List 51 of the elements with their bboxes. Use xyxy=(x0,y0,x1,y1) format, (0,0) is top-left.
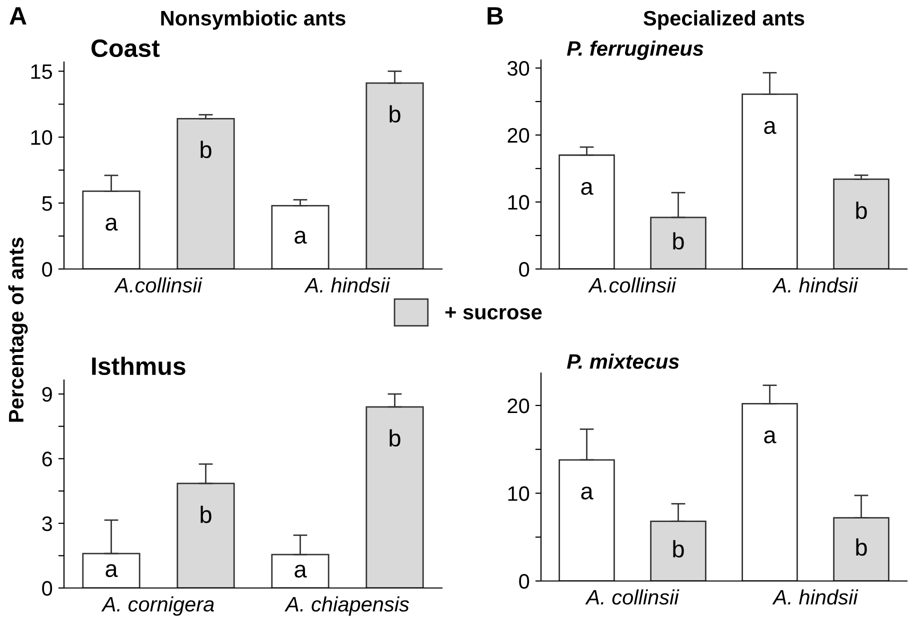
text: A xyxy=(10,7,26,24)
data-label: a xyxy=(581,182,594,195)
chart-title: P. ferrugineus xyxy=(566,40,704,60)
data-label: b xyxy=(673,540,684,558)
y-tick-label: 10 xyxy=(31,130,52,145)
data-label: a xyxy=(106,564,118,578)
x-tick-label: A.collinsii xyxy=(114,277,202,293)
y-tick-label: 0 xyxy=(42,581,52,596)
y-axis-title: Percentage of ants xyxy=(8,238,28,422)
data-label: b xyxy=(856,202,867,220)
data-label: a xyxy=(764,121,776,134)
y-tick-label: 0 xyxy=(519,574,530,589)
x-tick-label: A.collinsii xyxy=(588,277,676,293)
text: B xyxy=(488,7,503,24)
data-label: b xyxy=(673,232,684,250)
chart-title: P. mixtecus xyxy=(566,354,680,369)
x-tick-label: A. chiapensis xyxy=(284,596,410,616)
x-tick-label: A. collinsii xyxy=(585,589,680,605)
text: Specialized ants xyxy=(644,10,804,30)
legend-label: + sucrose xyxy=(445,307,542,320)
bar xyxy=(833,178,890,269)
bar xyxy=(176,118,235,269)
y-tick-label: 9 xyxy=(42,387,52,402)
y-tick-label: 20 xyxy=(508,398,530,414)
y-tick-label: 10 xyxy=(508,195,530,210)
x-tick-label: A. hindsii xyxy=(772,277,858,293)
y-tick-label: 20 xyxy=(508,128,530,143)
y-tick-label: 10 xyxy=(508,486,530,501)
data-label: b xyxy=(390,429,400,447)
x-tick-label: A. cornigera xyxy=(101,596,214,616)
chart-title: Coast xyxy=(91,39,160,58)
data-label: b xyxy=(200,140,212,158)
data-label: b xyxy=(200,506,212,524)
x-tick-label: A. hindsii xyxy=(772,589,858,605)
text: Nonsymbiotic ants xyxy=(161,10,346,30)
data-label: a xyxy=(294,564,307,578)
x-tick-label: A. hindsii xyxy=(304,277,390,293)
chart-title: Isthmus xyxy=(92,356,186,376)
data-label: a xyxy=(581,486,594,500)
y-tick-label: 15 xyxy=(31,64,52,79)
y-tick-label: 0 xyxy=(42,262,52,277)
y-tick-label: 3 xyxy=(42,516,52,532)
y-tick-label: 30 xyxy=(508,61,530,76)
data-label: b xyxy=(390,105,400,123)
y-tick-label: 0 xyxy=(519,262,530,277)
data-label: a xyxy=(294,230,307,244)
y-tick-label: 6 xyxy=(42,452,52,466)
data-label: b xyxy=(856,538,867,556)
data-label: a xyxy=(764,430,776,444)
y-tick-label: 5 xyxy=(42,196,52,211)
data-label: a xyxy=(106,218,118,231)
